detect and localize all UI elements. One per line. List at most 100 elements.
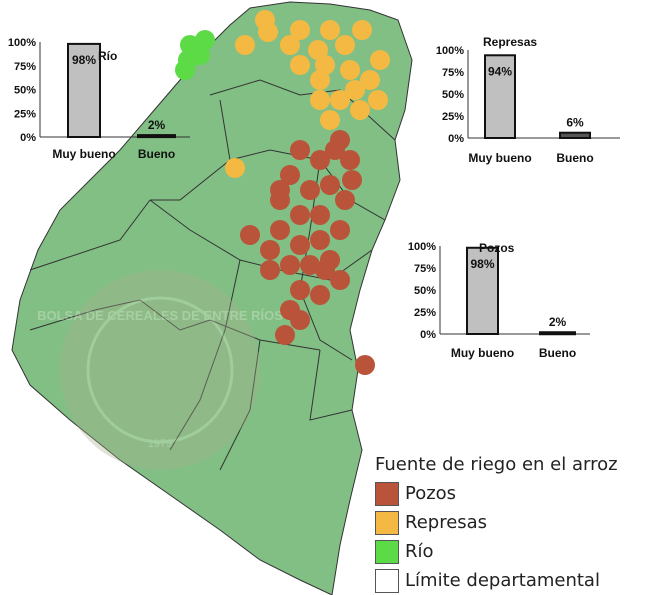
legend-swatch <box>375 539 399 564</box>
category-label: Bueno <box>556 151 593 165</box>
pozos-point <box>240 225 260 245</box>
category-label: Bueno <box>539 346 576 360</box>
y-tick-label: 50% <box>442 89 464 101</box>
represas-point <box>310 90 330 110</box>
pozos-point <box>320 175 340 195</box>
represas-point <box>225 158 245 178</box>
represas-point <box>280 35 300 55</box>
represas-point <box>290 55 310 75</box>
y-tick-label: 25% <box>414 307 436 319</box>
legend-item: Límite departamental <box>375 566 618 595</box>
y-tick-label: 100% <box>436 45 464 57</box>
pozos-point <box>290 280 310 300</box>
pozos-point <box>340 150 360 170</box>
legend-item: Río <box>375 537 618 566</box>
bar <box>67 42 101 138</box>
chart-title: Represas <box>483 35 537 49</box>
province-outline <box>11 1 413 595</box>
pozos-point <box>290 310 310 330</box>
pozos-point <box>335 190 355 210</box>
pozos-point <box>325 140 345 160</box>
value-label: 98% <box>470 257 494 271</box>
pozos-point <box>290 140 310 160</box>
value-label: 2% <box>549 315 567 329</box>
represas-point <box>360 70 380 90</box>
represas-point <box>370 50 390 70</box>
y-tick-label: 0% <box>420 329 436 341</box>
y-tick-label: 100% <box>8 37 36 49</box>
represas-point <box>235 35 255 55</box>
pozos-point <box>275 325 295 345</box>
y-tick-label: 75% <box>442 67 464 79</box>
pozos-point <box>310 285 330 305</box>
bar-chart-represas: 100% 75% 50% 25% 0% 94% Muy bueno 6% Bueno Repres… <box>436 35 620 165</box>
y-tick-label: 75% <box>414 263 436 275</box>
legend-label: Límite departamental <box>405 570 600 591</box>
pozos-point <box>270 180 290 200</box>
watermark: BOLSA DE CEREALES DE ENTRE RÍOS 1979 <box>37 270 283 470</box>
legend-swatch <box>375 568 399 593</box>
category-label: Muy bueno <box>52 147 115 161</box>
legend-title: Fuente de riego en el arroz <box>375 454 618 475</box>
category-label: Muy bueno <box>468 151 531 165</box>
pozos-point <box>290 205 310 225</box>
bar <box>484 54 516 139</box>
rio-point <box>190 45 210 65</box>
y-tick-label: 50% <box>414 285 436 297</box>
represas-point <box>315 55 335 75</box>
pozos-point <box>290 235 310 255</box>
pozos-point <box>280 255 300 275</box>
category-label: Muy bueno <box>451 346 514 360</box>
represas-point <box>290 20 310 40</box>
represas-point <box>335 35 355 55</box>
represas-point <box>350 100 370 120</box>
watermark-year: 1979 <box>148 438 172 450</box>
pozos-point <box>342 170 362 190</box>
bar <box>137 134 176 139</box>
pozos-point <box>310 230 330 250</box>
bar <box>539 331 576 336</box>
pozos-point <box>330 270 350 290</box>
rice-field-points <box>175 10 390 375</box>
pozos-point <box>300 180 320 200</box>
value-label: 2% <box>148 118 166 132</box>
y-tick-label: 75% <box>14 61 36 73</box>
rio-point <box>175 60 195 80</box>
legend-item: Pozos <box>375 479 618 508</box>
represas-point <box>368 90 388 110</box>
bar-chart-río: 100% 75% 50% 25% 0% 98% Muy bueno 2% Bueno Río <box>8 37 190 161</box>
watermark-text: BOLSA DE CEREALES DE ENTRE RÍOS <box>37 308 283 323</box>
chart-title: Río <box>98 49 117 63</box>
represas-point <box>308 40 328 60</box>
represas-point <box>330 90 350 110</box>
legend-label: Pozos <box>405 483 457 504</box>
bar <box>466 246 499 335</box>
pozos-point <box>270 220 290 240</box>
represas-point <box>345 80 365 100</box>
pozos-point <box>310 150 330 170</box>
legend: Fuente de riego en el arroz Pozos Represa… <box>375 454 618 595</box>
category-label: Bueno <box>138 147 175 161</box>
value-label: 6% <box>566 116 584 130</box>
y-tick-label: 25% <box>442 111 464 123</box>
represas-point <box>320 20 340 40</box>
y-tick-label: 100% <box>408 241 436 253</box>
y-tick-label: 50% <box>14 85 36 97</box>
represas-point <box>352 20 372 40</box>
y-tick-label: 25% <box>14 108 36 120</box>
legend-label: Represas <box>405 512 488 533</box>
legend-swatch <box>375 510 399 535</box>
represas-point <box>340 60 360 80</box>
bar <box>559 131 591 140</box>
legend-label: Río <box>405 541 434 562</box>
represas-point <box>320 110 340 130</box>
value-label: 98% <box>72 53 96 67</box>
chart-title: Pozos <box>479 241 515 255</box>
represas-point <box>255 10 275 30</box>
pozos-point <box>260 260 280 280</box>
pozos-point <box>330 220 350 240</box>
pozos-point <box>260 240 280 260</box>
pozos-point <box>315 260 335 280</box>
